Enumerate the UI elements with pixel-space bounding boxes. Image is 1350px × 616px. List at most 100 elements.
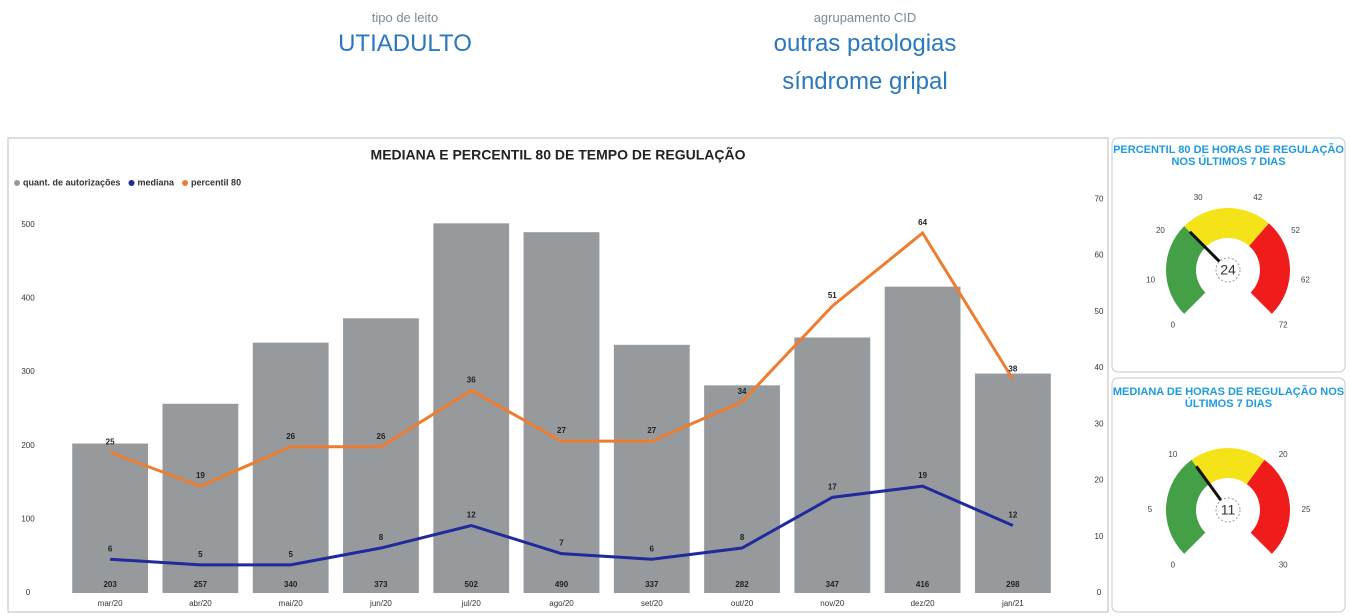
filter: agrupamento CID outras patologias síndro… (715, 10, 1015, 101)
filter-label: agrupamento CID (813, 10, 917, 25)
bar (162, 403, 239, 593)
y2-tick-label: 70 (1095, 194, 1104, 203)
bar (613, 344, 690, 593)
bar-label: 340 (284, 580, 298, 589)
y-tick-label: 300 (21, 367, 35, 376)
x-tick-label: out/20 (731, 599, 754, 608)
line-label: 5 (198, 550, 203, 559)
bar-label: 298 (1006, 580, 1020, 589)
y-tick-label: 500 (21, 220, 35, 229)
legend-label: quant. de autorizações (23, 177, 121, 187)
gauge-panel (1111, 377, 1346, 613)
bar (252, 342, 329, 593)
gauge-tick-label: 30 (1194, 193, 1203, 202)
gauge-tick-label: 72 (1279, 320, 1288, 329)
filter-label: tipo de leito (371, 10, 439, 25)
bar-label: 282 (735, 580, 749, 589)
line-label: 25 (106, 437, 115, 446)
bar-label: 502 (465, 580, 479, 589)
gauge-band (1246, 459, 1290, 554)
line-label: 26 (377, 432, 386, 441)
y2-tick-label: 10 (1095, 532, 1104, 541)
legend-marker (14, 180, 20, 186)
line-label: 6 (108, 544, 113, 553)
gauge-tick-label: 52 (1291, 226, 1300, 235)
y2-tick-label: 20 (1095, 476, 1104, 485)
gauge-panel (1111, 137, 1346, 373)
line-label: 26 (286, 432, 295, 441)
line-label: 19 (918, 471, 927, 480)
x-tick-label: nov/20 (820, 599, 845, 608)
gauge-tick-label: 20 (1279, 450, 1288, 459)
line-label: 12 (467, 511, 476, 520)
y2-tick-label: 0 (1097, 588, 1102, 597)
x-tick-label: ago/20 (549, 599, 574, 608)
gauge-tick-label: 0 (1171, 320, 1176, 329)
x-tick-label: jan/21 (1001, 599, 1024, 608)
legend-label: mediana (138, 177, 176, 187)
bar (794, 337, 871, 593)
chart-panel (7, 137, 1109, 613)
gauge-title: MEDIANA DE HORAS DE REGULAÇÃO NOS ÚLTIMO… (1112, 386, 1345, 410)
line-label: 27 (647, 426, 656, 435)
filter: tipo de leito UTIADULTO (255, 10, 555, 63)
gauge-band (1184, 208, 1269, 248)
gauge-needle (1188, 230, 1221, 263)
line-label: 51 (828, 291, 837, 300)
gauge-title: PERCENTIL 80 DE HORAS DE REGULAÇÃO NOS Ú… (1113, 144, 1344, 168)
bar (523, 232, 600, 593)
gauge-tick-label: 10 (1146, 275, 1155, 284)
line-label: 12 (1008, 511, 1017, 520)
x-tick-label: jul/20 (461, 599, 482, 608)
bar-label: 203 (103, 580, 117, 589)
line-label: 7 (559, 539, 564, 548)
filter-value: outras patologias (773, 30, 957, 57)
gauge-hub (1215, 497, 1241, 523)
chart-title: MEDIANA E PERCENTIL 80 DE TEMPO DE REGUL… (371, 146, 746, 163)
legend-marker (182, 180, 189, 186)
bar (884, 286, 961, 593)
gauge-tick-label: 20 (1156, 226, 1165, 235)
line-label: 8 (379, 533, 384, 542)
gauge-tick-label: 25 (1302, 505, 1311, 514)
gauge-tick-label: 42 (1253, 193, 1262, 202)
bar-label: 337 (645, 580, 659, 589)
bar (72, 443, 149, 593)
gauge-band (1249, 223, 1290, 314)
line-label: 6 (650, 544, 655, 553)
gauge-tick-label: 30 (1279, 560, 1288, 569)
bar-label: 373 (374, 580, 388, 589)
line-label: 64 (918, 218, 927, 227)
bar (974, 373, 1051, 593)
line (109, 230, 1015, 488)
x-tick-label: set/20 (641, 599, 663, 608)
gauge-tick-label: 0 (1171, 560, 1176, 569)
bar-label: 416 (916, 580, 930, 589)
filter-value: UTIADULTO (338, 30, 472, 57)
gauge-hub (1215, 257, 1241, 283)
y-tick-label: 200 (21, 441, 35, 450)
y2-tick-label: 40 (1095, 363, 1104, 372)
legend-marker (128, 180, 135, 186)
legend-label: percentil 80 (191, 177, 241, 187)
bar-label: 347 (826, 580, 840, 589)
y-tick-label: 400 (21, 294, 35, 303)
x-tick-label: abr/20 (189, 599, 212, 608)
line-label: 8 (740, 533, 745, 542)
x-tick-label: jun/20 (369, 599, 392, 608)
gauge-band (1166, 459, 1210, 554)
line-label: 34 (738, 387, 747, 396)
y2-tick-label: 50 (1095, 307, 1104, 316)
x-tick-label: mar/20 (98, 599, 123, 608)
gauge-needle (1195, 465, 1223, 502)
y2-tick-label: 30 (1095, 419, 1104, 428)
line-label: 17 (828, 482, 837, 491)
line-label: 36 (467, 376, 476, 385)
line-label: 5 (288, 550, 293, 559)
bar-label: 257 (194, 580, 208, 589)
gauge-band (1166, 226, 1206, 314)
y2-tick-label: 60 (1095, 251, 1104, 260)
gauge-tick-label: 5 (1148, 505, 1153, 514)
